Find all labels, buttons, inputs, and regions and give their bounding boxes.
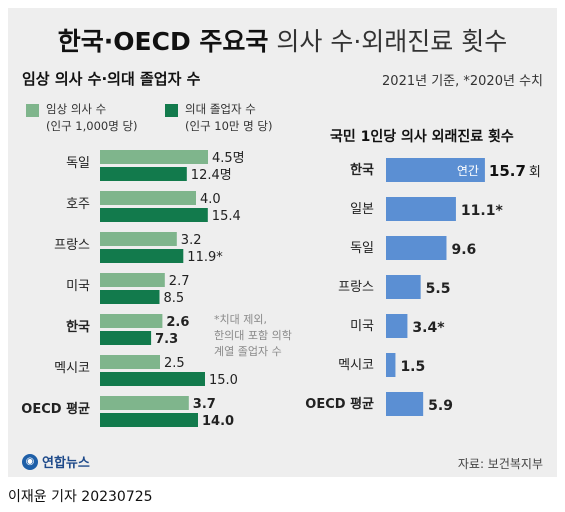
logo-icon: ◉	[22, 453, 38, 470]
bar-inner-label: 연간	[457, 164, 479, 178]
bar-doctors	[100, 355, 160, 369]
value-label-graduates: 14.0	[202, 414, 234, 429]
page-title: 한국·OECD 주요국 의사 수·외래진료 횟수	[8, 22, 557, 58]
value-label-graduates: 12.4명	[191, 168, 232, 183]
right-chart-title: 국민 1인당 의사 외래진료 횟수	[330, 129, 514, 145]
footnote: *치대 제외, 한의대 포함 의학 계열 졸업자 수	[214, 312, 292, 360]
legend-graduates-label: 의대 졸업자 수	[185, 102, 256, 116]
right-category-label: OECD 평균	[305, 396, 374, 412]
right-category-label: 독일	[350, 241, 374, 256]
left-category-label: 미국	[66, 279, 90, 294]
legend-doctors-unit: (인구 1,000명 당)	[46, 119, 138, 133]
unit-label: 회	[529, 165, 541, 180]
legend-doctors-label: 임상 의사 수	[46, 102, 107, 116]
left-category-label: 독일	[66, 156, 90, 171]
value-label-doctors: 2.7	[169, 274, 190, 289]
left-category-label: 한국	[66, 319, 90, 335]
right-category-label: 일본	[350, 202, 374, 217]
value-label-visits: 3.4*	[412, 320, 445, 336]
bar-outpatient-visits	[386, 353, 396, 377]
logo-text: 연합뉴스	[42, 456, 90, 471]
value-label-doctors: 4.5명	[212, 151, 245, 166]
infographic-card: 한국·OECD 주요국 의사 수·외래진료 횟수 임상 의사 수·의대 졸업자 …	[8, 8, 557, 477]
legend-swatch-doctors	[26, 104, 39, 117]
value-label-visits: 1.5	[400, 359, 425, 375]
author-credit: 이재윤 기자 20230725	[8, 489, 153, 505]
bar-graduates	[100, 413, 198, 427]
bar-graduates	[100, 249, 184, 263]
title-main: 한국·OECD 주요국	[57, 27, 269, 56]
value-label-visits: 15.7	[489, 162, 526, 180]
left-chart-title: 임상 의사 수·의대 졸업자 수	[22, 70, 201, 88]
bar-outpatient-visits	[386, 314, 408, 338]
legend-swatch-graduates	[165, 104, 178, 117]
value-label-doctors: 4.0	[200, 192, 221, 207]
title-sub: 의사 수·외래진료 횟수	[276, 27, 508, 56]
bar-outpatient-visits	[386, 275, 421, 299]
bar-graduates	[100, 167, 187, 181]
left-category-label: 멕시코	[54, 361, 90, 376]
legend-graduates-unit: (인구 10만 명 당)	[185, 119, 273, 133]
value-label-visits: 5.9	[428, 398, 453, 414]
bar-outpatient-visits	[386, 158, 485, 182]
bar-graduates	[100, 331, 152, 345]
value-label-doctors: 3.7	[193, 397, 216, 412]
source-note: 자료: 보건복지부	[457, 457, 543, 471]
bar-outpatient-visits	[386, 197, 456, 221]
yonhap-logo: ◉ 연합뉴스	[22, 452, 90, 471]
value-label-visits: 11.1*	[461, 203, 504, 219]
right-category-label: 멕시코	[338, 358, 374, 373]
bar-doctors	[100, 191, 196, 205]
legend-doctors: 임상 의사 수 (인구 1,000명 당)	[46, 101, 138, 135]
value-label-doctors: 2.5	[164, 356, 185, 371]
legend-graduates: 의대 졸업자 수 (인구 10만 명 당)	[185, 101, 272, 135]
value-label-doctors: 3.2	[181, 233, 202, 248]
value-label-graduates: 8.5	[164, 291, 185, 306]
footnote-line-3: 계열 졸업자 수	[214, 345, 282, 358]
footnote-line-1: *치대 제외,	[214, 313, 267, 326]
right-category-label: 한국	[350, 162, 374, 178]
bar-doctors	[100, 232, 177, 246]
bar-outpatient-visits	[386, 392, 424, 416]
bar-doctors	[100, 396, 189, 410]
value-label-visits: 9.6	[451, 242, 476, 258]
date-note: 2021년 기준, *2020년 수치	[382, 74, 543, 89]
value-label-graduates: 7.3	[155, 332, 178, 347]
bar-outpatient-visits	[386, 236, 447, 260]
left-category-label: 호주	[66, 197, 90, 212]
left-category-label: 프랑스	[54, 238, 90, 253]
value-label-doctors: 2.6	[166, 315, 189, 330]
value-label-graduates: 15.0	[209, 373, 238, 388]
left-category-label: OECD 평균	[21, 401, 90, 417]
value-label-graduates: 11.9*	[187, 250, 223, 265]
bar-doctors	[100, 314, 163, 328]
bar-doctors	[100, 273, 165, 287]
bar-graduates	[100, 372, 205, 386]
value-label-visits: 5.5	[426, 281, 451, 297]
bar-doctors	[100, 150, 208, 164]
right-category-label: 미국	[350, 319, 374, 334]
bar-graduates	[100, 208, 208, 222]
right-category-label: 프랑스	[338, 280, 374, 295]
bar-graduates	[100, 290, 160, 304]
footnote-line-2: 한의대 포함 의학	[214, 329, 292, 342]
value-label-graduates: 15.4	[212, 209, 241, 224]
